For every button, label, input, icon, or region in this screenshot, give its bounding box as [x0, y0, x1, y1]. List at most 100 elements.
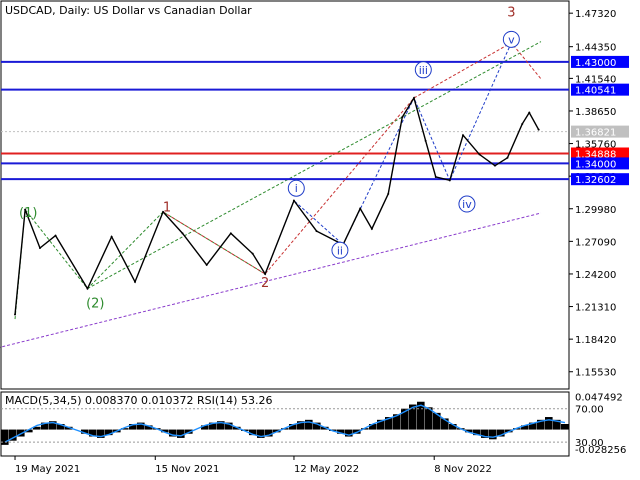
- time-axis: 19 May 2021 15 Nov 2021 12 May 2022 8 Nov 2…: [14, 456, 492, 475]
- price-point: [38, 247, 41, 250]
- level-price-label: 1.34000: [575, 159, 616, 170]
- macd-bar: [345, 429, 353, 437]
- macd-bar: [121, 428, 129, 430]
- wave-label: i: [295, 182, 298, 195]
- macd-bar: [1, 429, 9, 445]
- chart-title: USDCAD, Daily: US Dollar vs Canadian Dol…: [5, 4, 252, 17]
- price-point: [506, 156, 509, 159]
- macd-bar: [425, 407, 433, 430]
- macd-bar: [41, 422, 49, 430]
- macd-bar: [257, 429, 265, 438]
- price-point: [181, 232, 184, 235]
- price-point: [401, 116, 404, 119]
- wave-label-circle: [458, 195, 476, 213]
- macd-bar: [137, 422, 145, 430]
- wave-label-circle: [414, 61, 432, 79]
- macd-bar: [65, 426, 73, 430]
- wave-label: ii: [337, 244, 343, 257]
- level-price-label: 1.40541: [575, 86, 616, 97]
- macd-bar: [321, 426, 329, 430]
- macd-bar: [273, 429, 281, 433]
- price-point: [229, 232, 232, 235]
- price-point: [521, 122, 524, 125]
- indicator-pane[interactable]: MACD(5,34,5) 0.008370 0.010372 RSI(14) 5…: [0, 391, 570, 457]
- macd-bar: [9, 429, 17, 441]
- price-point: [412, 97, 415, 99]
- time-tick-label: 12 May 2022: [294, 464, 359, 475]
- macd-bar: [529, 422, 537, 430]
- macd-bar: [225, 422, 233, 430]
- price-point: [424, 139, 427, 142]
- price-point: [448, 179, 451, 182]
- wave-label: (1): [19, 206, 37, 221]
- macd-bar: [145, 425, 153, 430]
- price-pane[interactable]: (1)(2)12iiiiiiivv35C4 USDCAD, Daily: US …: [0, 0, 570, 390]
- rsi-line-path: [4, 404, 566, 443]
- macd-bar: [89, 429, 97, 437]
- macd-bar: [537, 419, 545, 430]
- wave-label-circle: [331, 241, 349, 259]
- price-point: [315, 230, 318, 233]
- price-point: [134, 280, 137, 283]
- wave-label-circle: [287, 179, 305, 197]
- price-point: [370, 227, 373, 230]
- price-pane-frame: [0, 0, 570, 390]
- price-point: [462, 134, 465, 137]
- price-tick-label: 1.35760: [575, 140, 616, 151]
- macd-bar: [305, 419, 313, 430]
- macd-bar: [265, 429, 273, 437]
- level-price-box: [571, 125, 629, 138]
- rsi-line: [4, 404, 566, 443]
- wave-label: 2: [261, 276, 269, 291]
- macd-bar: [377, 419, 385, 430]
- macd-bar: [177, 429, 185, 438]
- macd-bar: [369, 424, 377, 430]
- time-tick-label: 19 May 2021: [15, 464, 80, 475]
- wave-path-1: [162, 42, 542, 275]
- macd-bar: [201, 425, 209, 430]
- macd-bar: [481, 429, 489, 438]
- macd-bar: [385, 417, 393, 430]
- macd-bar: [337, 429, 345, 434]
- price-point: [537, 128, 540, 131]
- macd-bar: [217, 421, 225, 430]
- price-point: [54, 234, 57, 237]
- macd-bar: [473, 429, 481, 436]
- price-point: [162, 210, 165, 213]
- level-price-box: [571, 157, 629, 170]
- price-point: [434, 175, 437, 178]
- macd-bar: [505, 429, 513, 433]
- indicator-tick-label: -0.028256: [575, 445, 626, 456]
- macd-bar: [57, 424, 65, 430]
- macd-bar: [353, 429, 361, 434]
- macd-bar: [97, 429, 105, 438]
- macd-bar: [489, 429, 497, 440]
- price-axis: 1.473201.443501.415401.386501.357601.328…: [569, 9, 629, 379]
- price-tick-label: 1.29980: [575, 205, 616, 216]
- macd-bar: [209, 422, 217, 430]
- level-price-label: 1.34888: [575, 149, 616, 160]
- level-price-label: 1.43000: [575, 58, 616, 69]
- indicator-label: MACD(5,34,5) 0.008370 0.010372 RSI(14) 5…: [5, 394, 272, 407]
- macd-bar: [25, 429, 33, 433]
- macd-bar: [33, 426, 41, 430]
- macd-bar: [401, 408, 409, 430]
- trend-line-0: [87, 41, 542, 290]
- price-tick-label: 1.44350: [575, 43, 616, 54]
- macd-bar: [17, 429, 25, 437]
- price-tick-label: 1.18420: [575, 335, 616, 346]
- price-point: [251, 252, 254, 255]
- wave-label: iii: [419, 64, 428, 77]
- level-price-box: [571, 83, 629, 96]
- macd-bar: [497, 429, 505, 437]
- macd-bar: [545, 417, 553, 430]
- macd-bar: [105, 429, 113, 436]
- wave-label: 3: [507, 5, 515, 20]
- macd-bar: [441, 418, 449, 430]
- price-tick-label: 1.24200: [575, 270, 616, 281]
- price-tick-label: 1.38650: [575, 107, 616, 118]
- macd-bar: [409, 404, 417, 430]
- price-tick-label: 1.27090: [575, 237, 616, 248]
- wave-label: v: [508, 33, 515, 46]
